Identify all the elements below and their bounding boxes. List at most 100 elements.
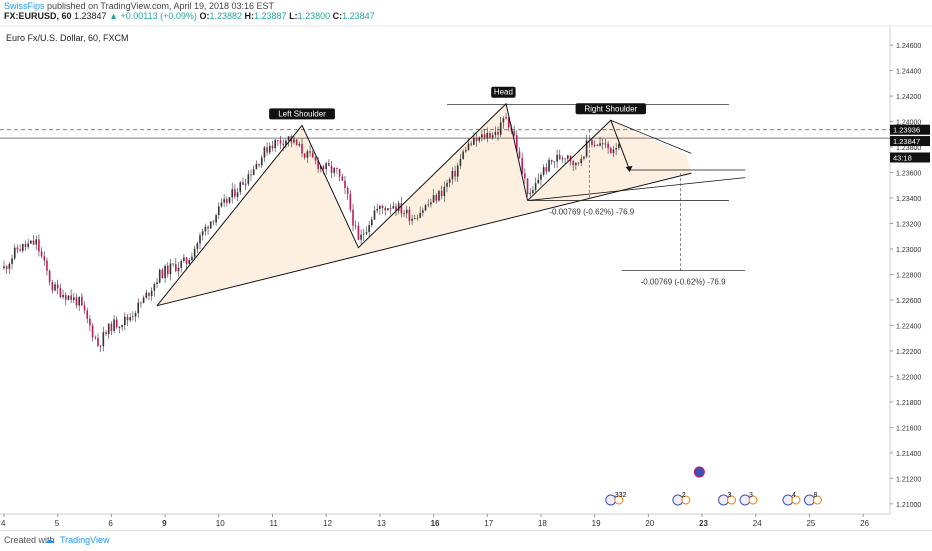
candle-body — [553, 161, 556, 163]
y-tick-label: 1.21000 — [896, 502, 921, 509]
candle-body — [268, 145, 271, 153]
event-flag-icon — [748, 495, 758, 505]
candle-body — [81, 296, 83, 306]
candle-body — [572, 161, 574, 166]
candle-body — [478, 137, 481, 141]
candle-body — [427, 204, 430, 206]
x-tick-label: 16 — [431, 519, 440, 528]
candle-body — [470, 143, 472, 145]
candle-body — [405, 209, 408, 214]
x-tick-label: 20 — [645, 519, 654, 528]
candle-body — [287, 136, 290, 141]
candle-body — [497, 131, 499, 135]
annotation-box — [491, 86, 516, 98]
candle-body — [344, 180, 346, 189]
candle-body — [156, 282, 158, 285]
candle-body — [325, 163, 327, 170]
candle-body — [113, 319, 115, 332]
candle-body — [408, 209, 411, 221]
candle-body — [542, 167, 545, 175]
low-label: L: — [289, 11, 298, 21]
candle-body — [338, 168, 341, 177]
candle-body — [212, 221, 215, 223]
candle-body — [83, 305, 86, 311]
candle-body — [89, 318, 91, 326]
annotation-box — [575, 103, 646, 115]
candle-body — [169, 263, 172, 275]
candle-body — [231, 189, 234, 198]
candle-body — [419, 212, 421, 218]
event-count-label: 4 — [792, 492, 796, 499]
candle-body — [306, 151, 309, 158]
candle-body — [107, 323, 110, 334]
y-tick-label: 1.21800 — [896, 400, 921, 407]
candle-body — [440, 190, 443, 197]
candle-body — [336, 167, 338, 169]
candle-body — [577, 162, 580, 164]
y-tick-label: 1.21600 — [896, 425, 921, 432]
candle-body — [341, 176, 344, 181]
x-tick-label: 4 — [1, 519, 6, 528]
head-and-shoulders-zigzag — [156, 102, 529, 306]
published-text: published on TradingView.com, April 19, … — [47, 1, 275, 11]
tradingview-brand[interactable]: TradingView — [60, 535, 110, 545]
candle-body — [564, 158, 566, 160]
candle-body — [298, 144, 301, 146]
candle-body — [365, 232, 368, 234]
candle-body — [481, 134, 483, 138]
price-tag — [890, 124, 930, 135]
candle-body — [105, 332, 107, 334]
candle-body — [591, 140, 593, 146]
candle-body — [518, 151, 521, 158]
candle-body — [311, 152, 314, 158]
candle-body — [309, 151, 311, 153]
candle-body — [217, 206, 220, 216]
candle-body — [454, 170, 456, 177]
candle-body — [448, 179, 451, 183]
candle-body — [494, 131, 497, 136]
low-value: 1.23800 — [297, 11, 331, 21]
candle-body — [540, 174, 542, 180]
candle-body — [110, 323, 113, 332]
candle-body — [575, 162, 577, 166]
candle-body — [172, 263, 174, 265]
candle-body — [239, 182, 242, 193]
candle-body — [601, 143, 604, 145]
candle-body — [191, 256, 193, 261]
event-count-label: 332 — [615, 492, 627, 499]
x-tick-label: 5 — [55, 519, 60, 528]
candle-body — [379, 205, 381, 209]
candle-body — [38, 239, 40, 252]
candle-body — [618, 144, 620, 149]
x-tick-label: 24 — [753, 519, 762, 528]
up-arrow-icon: ▲ — [109, 11, 119, 21]
candle-body — [397, 203, 400, 211]
annotation-label: Head — [494, 88, 513, 97]
candle-body — [473, 137, 475, 145]
candle-body — [180, 261, 183, 268]
x-tick-label: 10 — [216, 519, 225, 528]
candle-body — [314, 157, 317, 161]
candle-body — [467, 143, 470, 151]
candle-body — [132, 316, 134, 318]
candle-body — [384, 207, 387, 211]
candle-body — [97, 338, 99, 346]
candle-body — [381, 205, 384, 208]
author-link[interactable]: SwissFips — [4, 1, 45, 11]
candle-body — [166, 265, 169, 275]
candle-body — [526, 178, 529, 195]
candle-body — [32, 240, 35, 245]
x-tick-label: 11 — [269, 519, 278, 528]
annotation-box — [269, 108, 335, 120]
candle-body — [516, 135, 518, 152]
candle-body — [140, 302, 142, 304]
candle-body — [346, 188, 349, 194]
candle-body — [537, 179, 540, 184]
candle-body — [204, 226, 207, 232]
candle-body — [209, 221, 212, 229]
candle-body — [64, 294, 67, 300]
candle-body — [612, 149, 615, 154]
close-value: 1.23847 — [342, 11, 375, 21]
candle-body — [593, 144, 596, 146]
